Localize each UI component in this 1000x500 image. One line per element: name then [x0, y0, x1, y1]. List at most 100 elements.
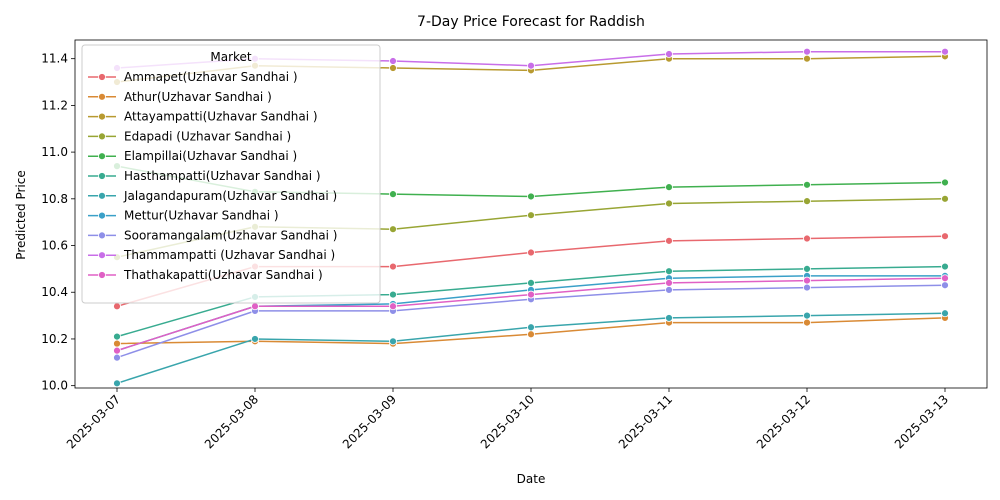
data-point — [803, 47, 811, 56]
data-point — [941, 274, 949, 283]
legend-item: Mettur(Uzhavar Sandhai ) — [88, 209, 279, 223]
y-tick-label: 11.2 — [41, 98, 68, 112]
data-point — [527, 323, 535, 332]
data-point — [665, 267, 673, 276]
legend-label: Thathakapatti(Uzhavar Sandhai ) — [123, 268, 323, 282]
legend-item: Edapadi (Uzhavar Sandhai ) — [88, 129, 291, 143]
x-tick-label: 2025-03-10 — [478, 392, 537, 451]
legend-label: Attayampatti(Uzhavar Sandhai ) — [124, 110, 318, 124]
data-point — [665, 199, 673, 208]
x-tick-label: 2025-03-09 — [340, 392, 399, 451]
legend-item: Athur(Uzhavar Sandhai ) — [88, 90, 272, 104]
legend-label: Sooramangalam(Uzhavar Sandhai ) — [124, 228, 338, 242]
data-point — [941, 281, 949, 290]
data-point — [803, 276, 811, 285]
x-tick-label: 2025-03-12 — [754, 392, 813, 451]
data-point — [251, 302, 259, 311]
y-tick-label: 10.6 — [41, 239, 68, 253]
y-tick-label: 11.0 — [41, 145, 68, 159]
data-point — [113, 339, 121, 348]
data-point — [389, 57, 397, 65]
data-point — [941, 262, 949, 271]
legend-swatch-marker — [98, 152, 106, 161]
data-point — [665, 286, 673, 294]
data-point — [527, 290, 535, 299]
x-tick-label: 2025-03-07 — [64, 392, 123, 451]
legend-label: Jalagandapuram(Uzhavar Sandhai ) — [123, 189, 337, 203]
data-point — [803, 180, 811, 189]
legend-swatch-marker — [98, 112, 106, 121]
data-point — [803, 264, 811, 273]
data-point — [389, 225, 397, 234]
series-7 — [113, 309, 949, 388]
data-point — [665, 236, 673, 245]
y-tick-label: 10.2 — [41, 332, 68, 346]
data-point — [113, 346, 121, 355]
x-tick-label: 2025-03-13 — [892, 392, 951, 451]
data-point — [389, 64, 397, 72]
legend-swatch-marker — [98, 172, 106, 180]
legend: Market Ammapet(Uzhavar Sandhai ) Athur(Uzh… — [81, 44, 381, 304]
legend-swatch-marker — [98, 271, 106, 279]
data-point — [665, 278, 673, 287]
data-point — [113, 379, 121, 388]
legend-swatch-marker — [98, 92, 106, 101]
data-point — [941, 47, 949, 56]
data-point — [389, 290, 397, 299]
legend-item: Sooramangalam(Uzhavar Sandhai ) — [88, 228, 338, 242]
data-point — [803, 234, 811, 243]
legend-item: Ammapet(Uzhavar Sandhai ) — [88, 70, 298, 84]
x-tick-label: 2025-03-08 — [202, 392, 261, 451]
legend-swatch-marker — [98, 73, 106, 81]
series-layer — [113, 47, 949, 388]
legend-swatch-marker — [98, 132, 106, 141]
data-point — [803, 197, 811, 206]
legend-item: Thammampatti (Uzhavar Sandhai ) — [88, 248, 335, 262]
data-point — [527, 330, 535, 339]
data-point — [389, 302, 397, 311]
data-point — [251, 335, 259, 343]
legend-label: Elampillai(Uzhavar Sandhai ) — [124, 149, 297, 163]
legend-item: Jalagandapuram(Uzhavar Sandhai ) — [88, 189, 337, 203]
legend-label: Hasthampatti(Uzhavar Sandhai ) — [124, 169, 321, 183]
data-point — [527, 248, 535, 257]
legend-item: Thathakapatti(Uzhavar Sandhai ) — [88, 268, 323, 282]
chart-title: 7-Day Price Forecast for Raddish — [417, 14, 645, 30]
data-point — [803, 318, 811, 327]
data-point — [665, 183, 673, 192]
series-11 — [113, 274, 949, 355]
data-point — [941, 194, 949, 203]
legend-item: Elampillai(Uzhavar Sandhai ) — [88, 149, 297, 163]
legend-label: Ammapet(Uzhavar Sandhai ) — [124, 70, 298, 84]
y-axis-label: Predicted Price — [14, 170, 28, 259]
legend-swatch-marker — [98, 251, 106, 260]
data-point — [113, 353, 121, 362]
data-point — [113, 302, 121, 311]
data-point — [803, 283, 811, 292]
data-point — [389, 262, 397, 271]
legend-box — [81, 44, 381, 304]
legend-label: Athur(Uzhavar Sandhai ) — [124, 90, 272, 104]
legend-title: Market — [210, 50, 252, 64]
data-point — [803, 311, 811, 320]
data-point — [527, 192, 535, 201]
data-point — [665, 50, 673, 58]
data-point — [113, 332, 121, 341]
legend-swatch-marker — [98, 211, 106, 220]
data-point — [665, 314, 673, 322]
legend-label: Edapadi (Uzhavar Sandhai ) — [124, 129, 291, 143]
x-tick-label: 2025-03-11 — [616, 392, 675, 451]
data-point — [389, 190, 397, 199]
y-tick-label: 10.4 — [41, 285, 68, 299]
data-point — [941, 309, 949, 318]
legend-swatch-marker — [98, 191, 106, 200]
legend-label: Thammampatti (Uzhavar Sandhai ) — [123, 248, 335, 262]
data-point — [527, 278, 535, 287]
legend-item: Attayampatti(Uzhavar Sandhai ) — [88, 110, 318, 124]
data-point — [527, 211, 535, 220]
legend-item: Hasthampatti(Uzhavar Sandhai ) — [88, 169, 321, 183]
data-point — [527, 61, 535, 70]
legend-label: Mettur(Uzhavar Sandhai ) — [124, 209, 279, 223]
